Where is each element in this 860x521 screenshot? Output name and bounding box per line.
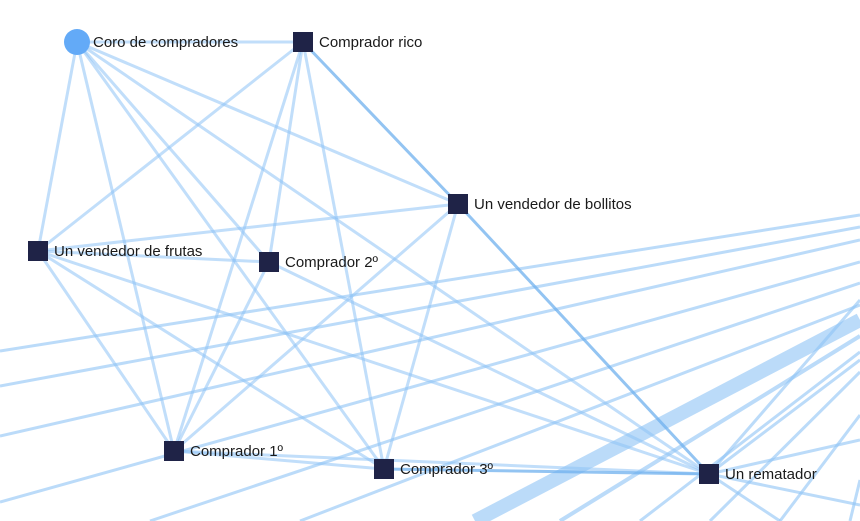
node-c2[interactable] xyxy=(259,252,279,272)
node-c3[interactable] xyxy=(374,459,394,479)
node-bollitos[interactable] xyxy=(448,194,468,214)
node-label-rico: Comprador rico xyxy=(319,34,422,51)
node-rico[interactable] xyxy=(293,32,313,52)
node-label-c3: Comprador 3º xyxy=(400,461,494,478)
node-rematador[interactable] xyxy=(699,464,719,484)
nodes xyxy=(28,29,719,484)
node-label-frutas: Un vendedor de frutas xyxy=(54,243,202,260)
node-label-coro: Coro de compradores xyxy=(93,34,238,51)
edge-coro-c1 xyxy=(75,41,176,452)
edge-c1-rematador xyxy=(173,449,710,476)
edge-frutas-c1 xyxy=(36,250,176,452)
edge-coro-bollitos xyxy=(76,40,459,206)
node-c1[interactable] xyxy=(164,441,184,461)
edge-bollitos-rematador xyxy=(456,202,711,476)
offscreen-edge-12 xyxy=(707,299,860,475)
offscreen-edge-8 xyxy=(639,350,860,521)
edge-frutas-c3 xyxy=(37,249,385,471)
edge-rico-c3 xyxy=(301,41,386,470)
edge-rico-frutas xyxy=(37,40,304,253)
edge-rico-bollitos xyxy=(301,40,460,206)
offscreen-edge-14 xyxy=(708,438,860,476)
offscreen-edge-10 xyxy=(778,414,860,521)
node-frutas[interactable] xyxy=(28,241,48,261)
edge-rico-c1 xyxy=(172,41,305,452)
offscreen-edge-11 xyxy=(848,479,860,521)
node-label-c2: Comprador 2º xyxy=(285,254,379,271)
offscreen-edge-7 xyxy=(558,334,860,521)
edge-coro-rematador xyxy=(76,40,710,476)
node-labels: Coro de compradores Comprador rico Un vend… xyxy=(54,34,817,483)
edge-frutas-c2 xyxy=(37,249,270,264)
edge-c3-rematador xyxy=(383,467,710,476)
edge-bollitos-frutas xyxy=(37,202,459,253)
offscreen-edge-15 xyxy=(708,472,860,507)
offscreen-edge-4 xyxy=(149,281,860,521)
edge-bollitos-c1 xyxy=(173,202,459,453)
edge-coro-c2 xyxy=(75,41,271,263)
edge-c2-c1 xyxy=(172,261,271,452)
edge-coro-c3 xyxy=(75,41,386,470)
edge-rico-c2 xyxy=(267,41,305,263)
edge-coro-frutas xyxy=(36,41,79,252)
edge-frutas-rematador xyxy=(37,249,710,476)
edges xyxy=(36,40,711,476)
node-label-rematador: Un rematador xyxy=(725,466,817,483)
offscreen-edge-13 xyxy=(708,358,860,476)
offscreen-edge-6 xyxy=(471,313,860,521)
node-coro[interactable] xyxy=(64,29,90,55)
offscreen-edge-16 xyxy=(708,472,781,521)
edge-c2-rematador xyxy=(268,260,710,476)
node-label-bollitos: Un vendedor de bollitos xyxy=(474,196,632,213)
node-label-c1: Comprador 1º xyxy=(190,443,284,460)
offscreen-edge-9 xyxy=(708,370,860,521)
